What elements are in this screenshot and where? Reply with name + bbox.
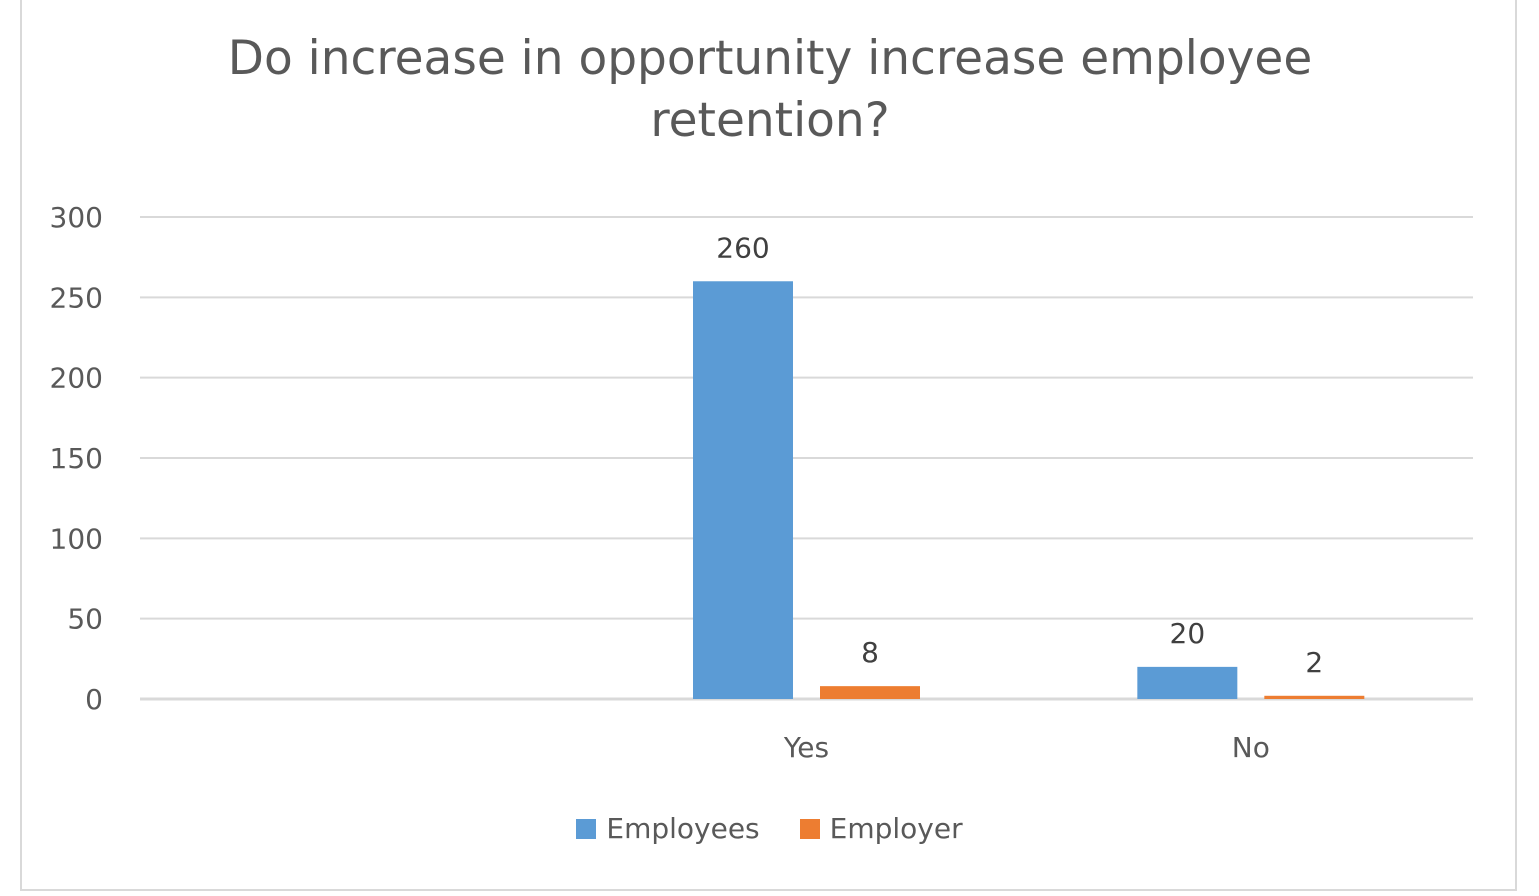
chart-title: Do increase in opportunity increase empl… bbox=[227, 31, 1313, 148]
legend-item-employer: Employer bbox=[799, 812, 963, 845]
y-tick-label: 200 bbox=[50, 362, 103, 395]
legend-swatch bbox=[799, 818, 820, 839]
y-tick-label: 0 bbox=[85, 683, 103, 716]
bar-employees-yes bbox=[693, 281, 793, 699]
y-tick-label: 300 bbox=[50, 201, 103, 234]
y-tick-label: 50 bbox=[67, 603, 103, 636]
chart-legend: Employees Employer bbox=[0, 812, 1539, 845]
bar-employer-no bbox=[1264, 695, 1365, 699]
y-tick-label: 250 bbox=[50, 281, 103, 314]
y-tick-label: 150 bbox=[50, 442, 103, 475]
bar-employees-no bbox=[1137, 666, 1238, 699]
data-label: 8 bbox=[861, 636, 879, 669]
data-label: 20 bbox=[1170, 617, 1206, 650]
bar-employer-yes bbox=[820, 686, 920, 699]
data-label: 2 bbox=[1305, 646, 1323, 679]
legend-label: Employer bbox=[829, 812, 963, 845]
x-tick-label: Yes bbox=[783, 731, 829, 764]
data-label: 260 bbox=[716, 231, 769, 264]
x-tick-label: No bbox=[1232, 731, 1270, 764]
y-tick-label: 100 bbox=[50, 522, 103, 555]
legend-label: Employees bbox=[606, 812, 760, 845]
legend-item-employees: Employees bbox=[576, 812, 760, 845]
legend-swatch bbox=[576, 818, 597, 839]
